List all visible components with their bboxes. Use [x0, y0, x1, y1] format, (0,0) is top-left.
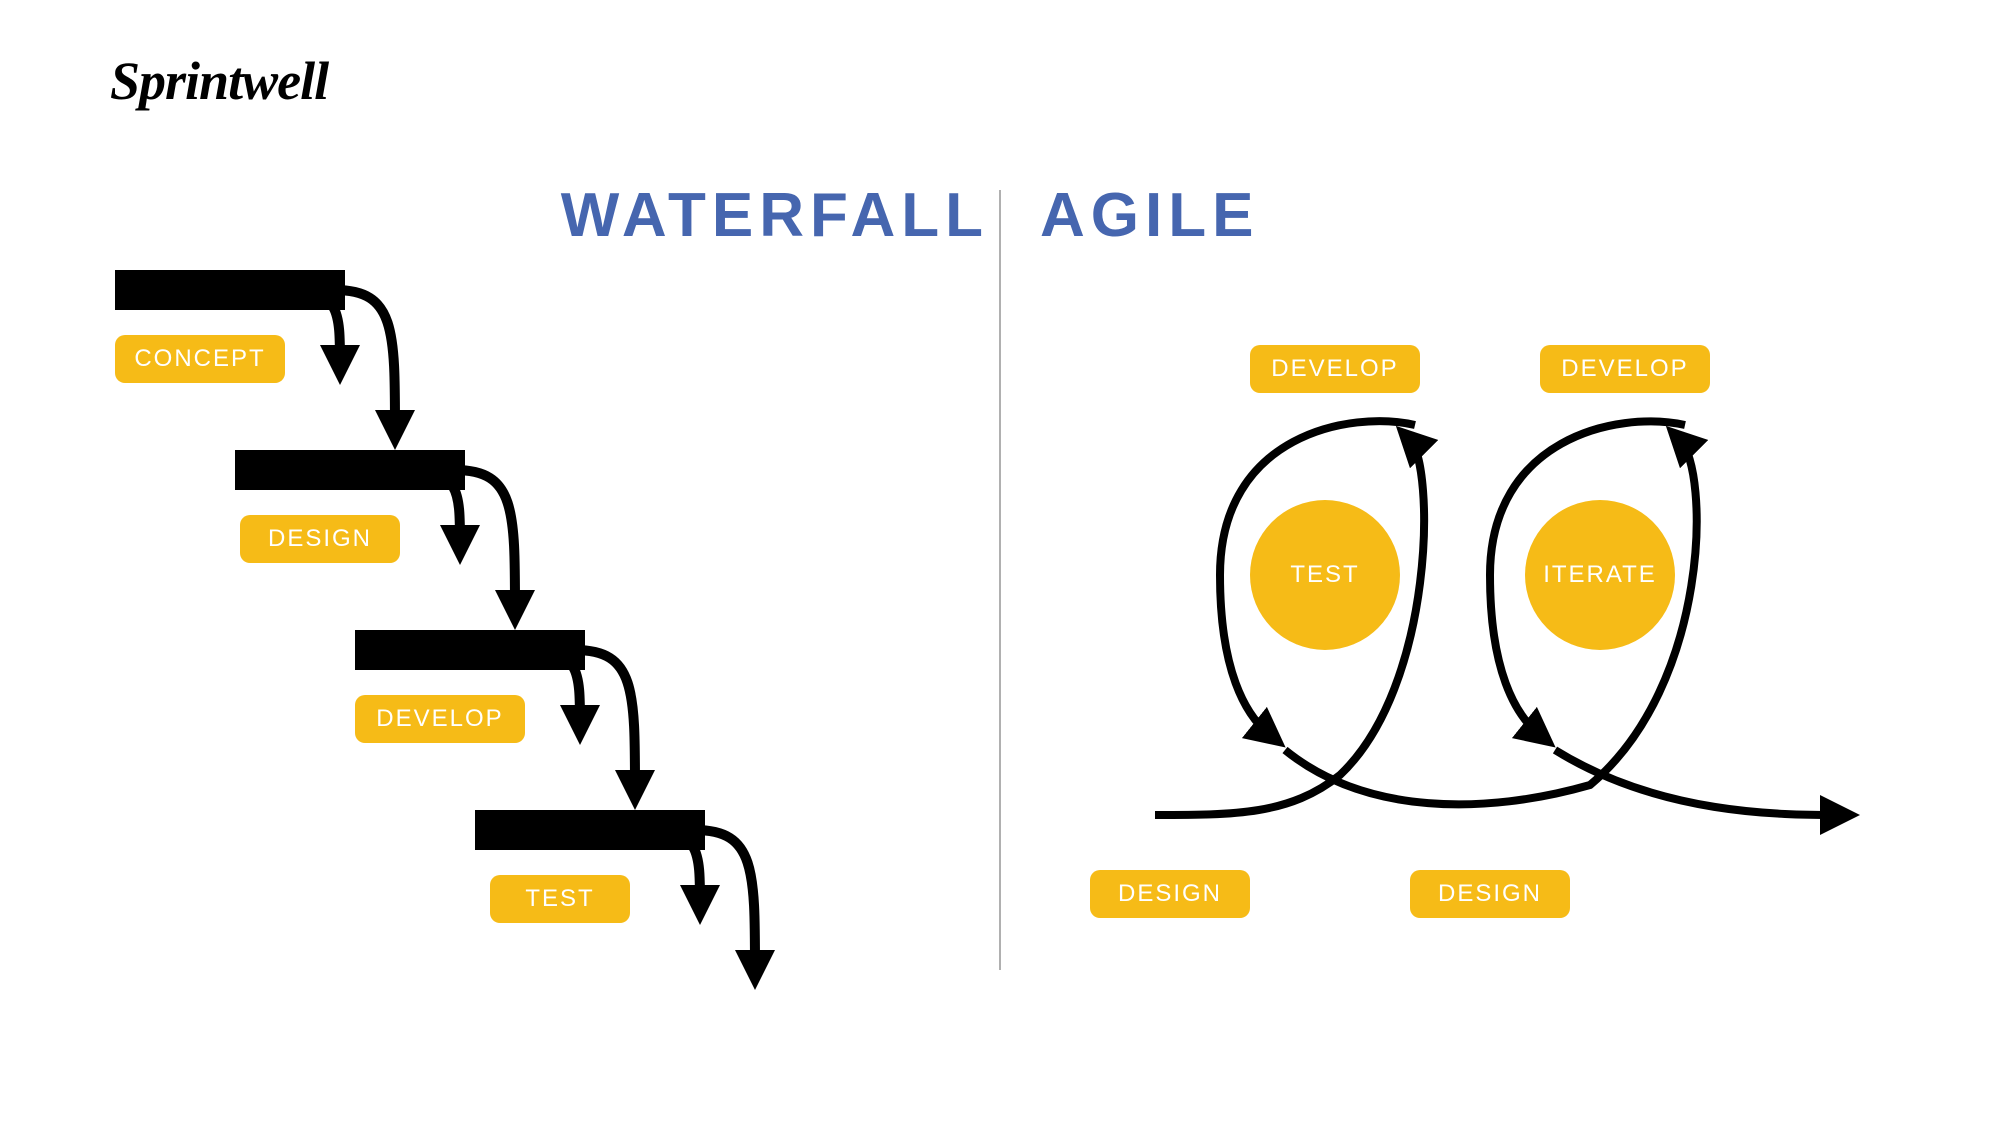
waterfall-pill-test: TEST	[490, 875, 630, 923]
agile-pill-develop-1: DEVELOP	[1540, 345, 1710, 393]
center-divider	[999, 190, 1001, 970]
agile-pill-design-1: DESIGN	[1410, 870, 1570, 918]
agile-pill-develop-0: DEVELOP	[1250, 345, 1420, 393]
heading-waterfall: WATERFALL	[561, 180, 989, 251]
heading-agile: AGILE	[1040, 180, 1259, 251]
waterfall-step-3	[475, 810, 875, 1070]
waterfall-pill-develop: DEVELOP	[355, 695, 525, 743]
waterfall-pill-design: DESIGN	[240, 515, 400, 563]
agile-circle-iterate: ITERATE	[1525, 500, 1675, 650]
agile-circle-test: TEST	[1250, 500, 1400, 650]
brand-logo: Sprintwell	[110, 50, 328, 112]
agile-loops-svg	[1040, 320, 1940, 940]
waterfall-pill-concept: CONCEPT	[115, 335, 285, 383]
agile-pill-design-0: DESIGN	[1090, 870, 1250, 918]
